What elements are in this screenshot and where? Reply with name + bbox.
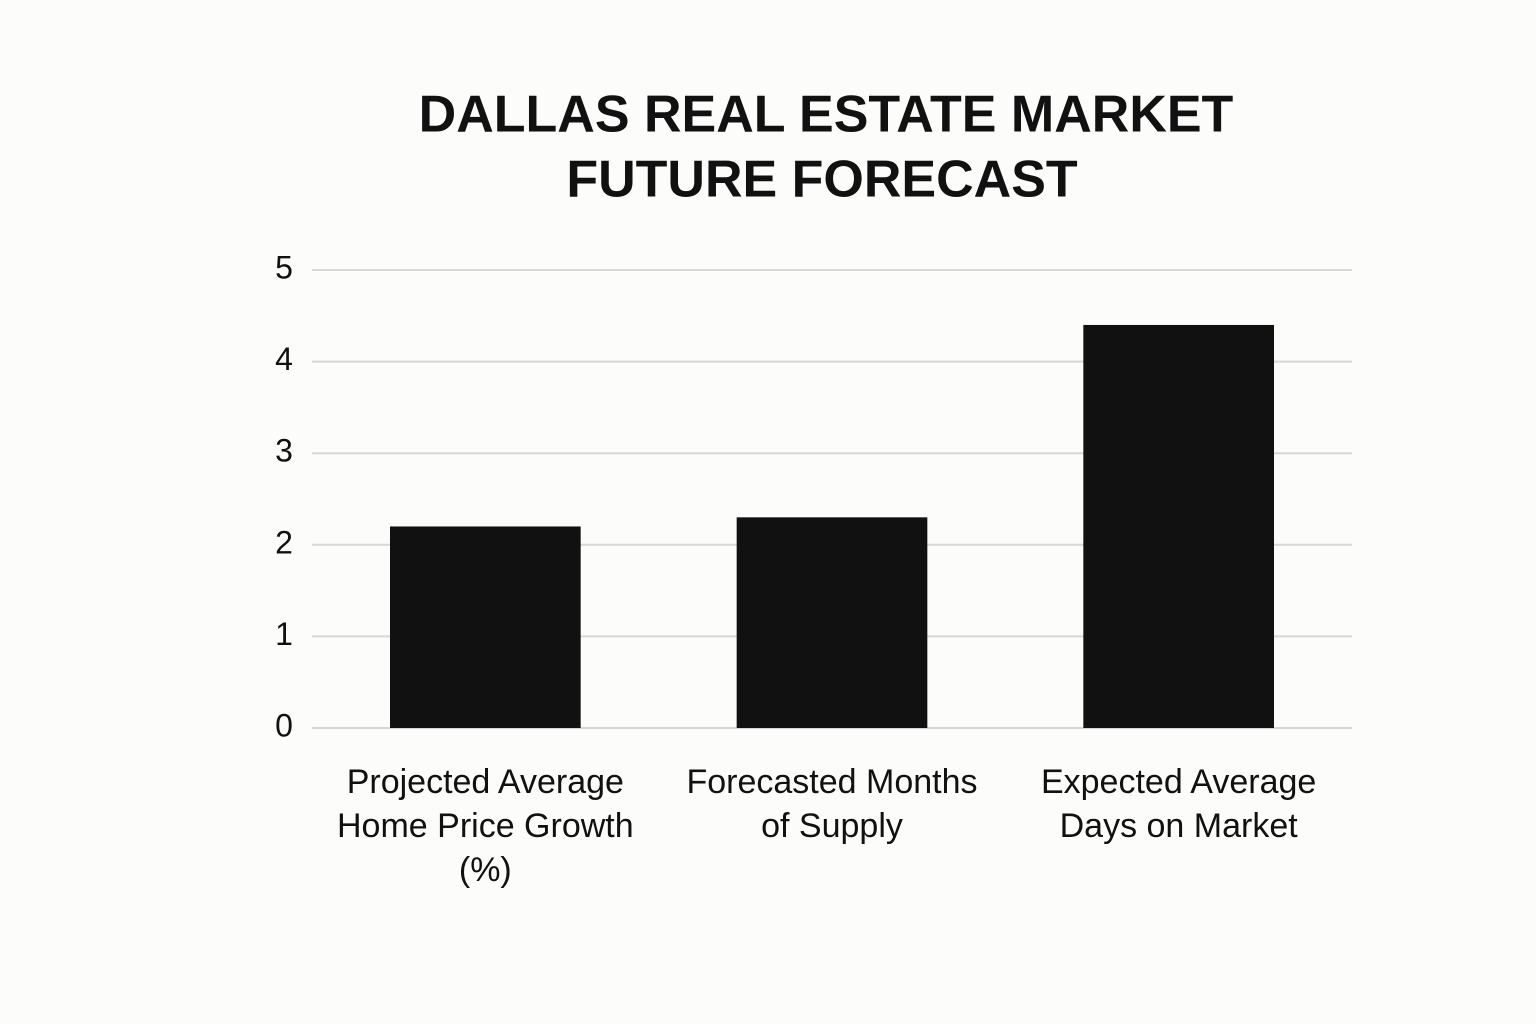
bar [1083, 324, 1274, 728]
x-tick-label: Forecasted Months of Supply [686, 763, 978, 845]
y-tick-label: 4 [275, 341, 293, 377]
x-tick-label: Expected Average Days on Market [1040, 763, 1317, 845]
y-tick-label: 5 [275, 249, 293, 285]
x-tick-label: Projected Average Home Price Growth (%) [337, 763, 634, 889]
bar [390, 526, 581, 728]
y-tick-label: 1 [275, 616, 293, 652]
y-tick-label: 2 [275, 524, 293, 560]
bar [736, 517, 928, 728]
chart-title: FUTURE FORECAST [566, 151, 1078, 209]
y-tick-label: 0 [275, 707, 293, 743]
y-tick-label: 3 [275, 433, 293, 469]
chart-title: DALLAS REAL ESTATE MARKET [419, 86, 1234, 144]
